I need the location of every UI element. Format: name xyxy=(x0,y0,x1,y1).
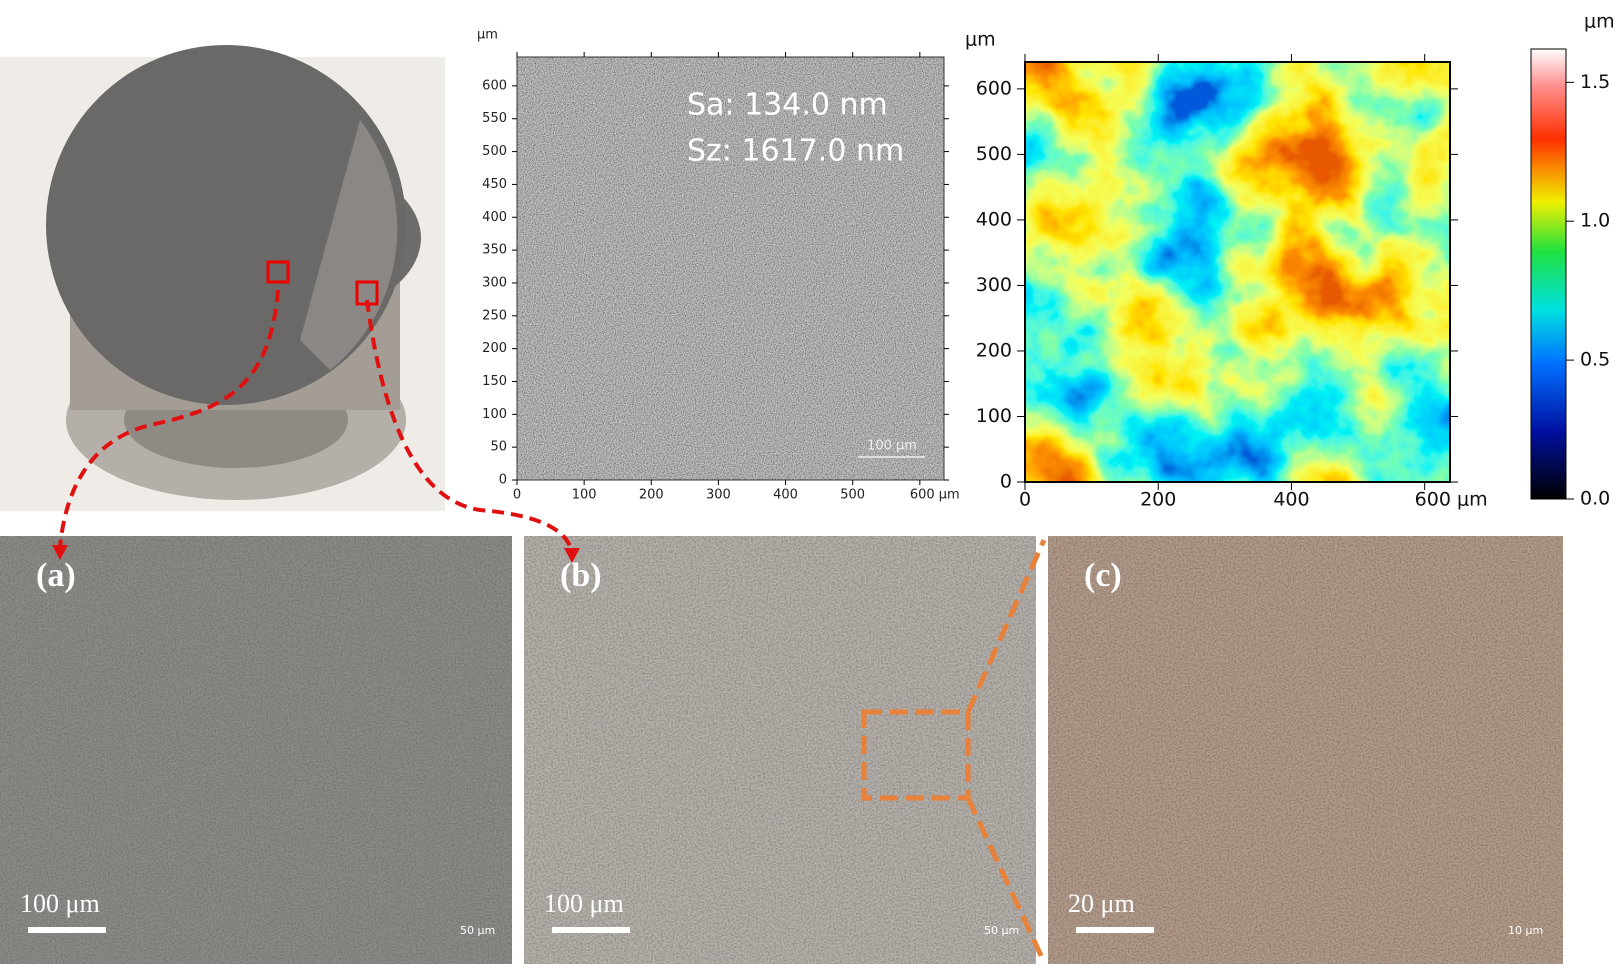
y-tick-label: 450 xyxy=(482,177,507,192)
x-tick-label: 600 μm xyxy=(1415,489,1488,511)
y-tick-label: 100 xyxy=(976,405,1012,427)
height-map-frame xyxy=(1024,61,1451,483)
y-tick-label: 0 xyxy=(499,473,507,488)
panel-label: (b) xyxy=(560,557,602,594)
micrographs xyxy=(0,289,1563,964)
y-tick-label: 300 xyxy=(482,275,507,290)
height-map-image xyxy=(1025,62,1450,482)
x-tick-label: 500 xyxy=(840,488,865,503)
colorbar-tick-label: 0.0 xyxy=(1580,488,1610,510)
x-tick-label: 200 xyxy=(1140,489,1176,511)
x-tick-label: 0 xyxy=(513,488,521,503)
y-tick-label: 100 xyxy=(482,407,507,422)
axis-unit: μm xyxy=(965,29,996,51)
instrument-scale: 10 μm xyxy=(1508,924,1543,937)
x-tick-label: 400 xyxy=(1273,489,1309,511)
sem-frame xyxy=(516,56,945,481)
y-tick-label: 500 xyxy=(482,144,507,159)
x-tick-label: 300 xyxy=(706,488,731,503)
x-tick-label: 100 xyxy=(572,488,597,503)
roughness-sa: Sa: 134.0 nm xyxy=(687,88,888,123)
panel-label: (a) xyxy=(36,557,76,594)
roughness-sz: Sz: 1617.0 nm xyxy=(687,134,904,169)
scale-bar-label: 100 μm xyxy=(544,889,624,918)
scale-bar-label: 100 μm xyxy=(867,439,917,454)
instrument-scale: 50 μm xyxy=(984,924,1019,937)
y-tick-label: 400 xyxy=(482,210,507,225)
y-tick-label: 350 xyxy=(482,243,507,258)
x-tick-label: 0 xyxy=(1019,489,1031,511)
y-tick-label: 550 xyxy=(482,111,507,126)
y-tick-label: 200 xyxy=(976,339,1012,361)
panel-label: (c) xyxy=(1084,557,1122,594)
y-tick-label: 0 xyxy=(1000,471,1012,493)
sem-image xyxy=(517,57,944,480)
colorbar-tick-label: 0.5 xyxy=(1580,349,1610,371)
y-tick-label: 250 xyxy=(482,308,507,323)
y-tick-label: 500 xyxy=(976,143,1012,165)
y-tick-label: 50 xyxy=(490,440,507,455)
x-tick-label: 600 μm xyxy=(910,488,960,503)
scale-bar-label: 20 μm xyxy=(1068,889,1135,918)
y-tick-label: 400 xyxy=(976,208,1012,230)
axis-unit: μm xyxy=(477,28,498,43)
sample-photo xyxy=(0,45,445,511)
y-tick-label: 600 xyxy=(976,77,1012,99)
y-tick-label: 300 xyxy=(976,274,1012,296)
scale-bar-label: 100 μm xyxy=(20,889,100,918)
y-tick-label: 200 xyxy=(482,341,507,356)
y-tick-label: 600 xyxy=(482,78,507,93)
scale-bar xyxy=(28,927,106,933)
colorbar-tick-label: 1.5 xyxy=(1580,71,1610,93)
scale-bar xyxy=(1076,927,1154,933)
y-tick-label: 150 xyxy=(482,374,507,389)
scale-bar xyxy=(552,927,630,933)
colorbar-unit: μm xyxy=(1584,11,1615,33)
colorbar xyxy=(1530,48,1567,500)
x-tick-label: 200 xyxy=(639,488,664,503)
instrument-scale: 50 μm xyxy=(460,924,495,937)
x-tick-label: 400 xyxy=(773,488,798,503)
colorbar-tick-label: 1.0 xyxy=(1580,210,1610,232)
